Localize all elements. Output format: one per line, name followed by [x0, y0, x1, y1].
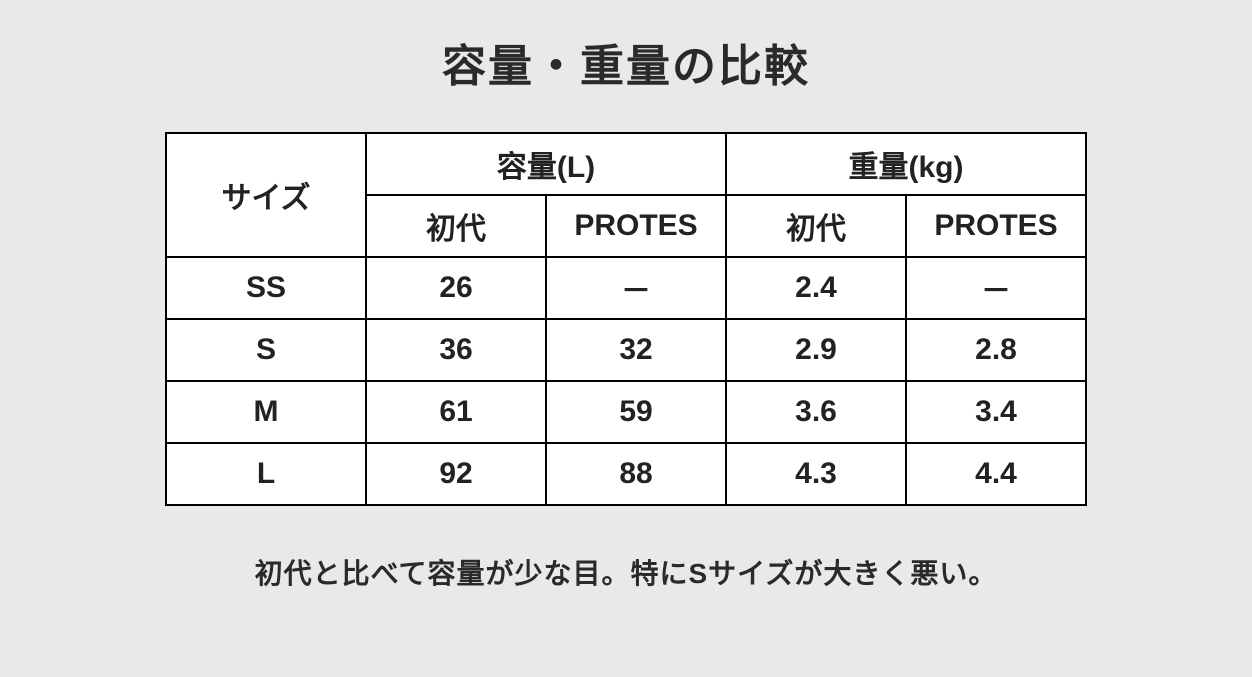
caption-text: 初代と比べて容量が少な目。特にSサイズが大きく悪い。	[255, 552, 998, 592]
col-subheader-capacity-a: 初代	[366, 195, 546, 257]
cell-size: M	[166, 381, 366, 443]
cell-wt-a: 3.6	[726, 381, 906, 443]
col-header-capacity: 容量(L)	[366, 133, 726, 195]
cell-wt-b: 2.8	[906, 319, 1086, 381]
col-header-weight: 重量(kg)	[726, 133, 1086, 195]
comparison-table: サイズ 容量(L) 重量(kg) 初代 PROTES 初代 PROTES SS …	[165, 132, 1087, 506]
comparison-table-container: サイズ 容量(L) 重量(kg) 初代 PROTES 初代 PROTES SS …	[165, 132, 1087, 506]
cell-wt-a: 4.3	[726, 443, 906, 505]
cell-cap-a: 92	[366, 443, 546, 505]
table-row: L 92 88 4.3 4.4	[166, 443, 1086, 505]
page-title: 容量・重量の比較	[442, 30, 810, 94]
table-row: SS 26 － 2.4 －	[166, 257, 1086, 319]
cell-cap-b: 88	[546, 443, 726, 505]
cell-size: L	[166, 443, 366, 505]
cell-cap-a: 36	[366, 319, 546, 381]
col-subheader-weight-a: 初代	[726, 195, 906, 257]
cell-size: S	[166, 319, 366, 381]
cell-size: SS	[166, 257, 366, 319]
cell-cap-a: 26	[366, 257, 546, 319]
cell-wt-b: 3.4	[906, 381, 1086, 443]
cell-cap-b: 59	[546, 381, 726, 443]
cell-wt-b: －	[906, 257, 1086, 319]
cell-wt-b: 4.4	[906, 443, 1086, 505]
table-header-row-1: サイズ 容量(L) 重量(kg)	[166, 133, 1086, 195]
cell-cap-b: －	[546, 257, 726, 319]
cell-wt-a: 2.4	[726, 257, 906, 319]
cell-cap-a: 61	[366, 381, 546, 443]
col-subheader-capacity-b: PROTES	[546, 195, 726, 257]
cell-wt-a: 2.9	[726, 319, 906, 381]
cell-cap-b: 32	[546, 319, 726, 381]
col-header-size: サイズ	[166, 133, 366, 257]
table-row: M 61 59 3.6 3.4	[166, 381, 1086, 443]
table-row: S 36 32 2.9 2.8	[166, 319, 1086, 381]
col-subheader-weight-b: PROTES	[906, 195, 1086, 257]
